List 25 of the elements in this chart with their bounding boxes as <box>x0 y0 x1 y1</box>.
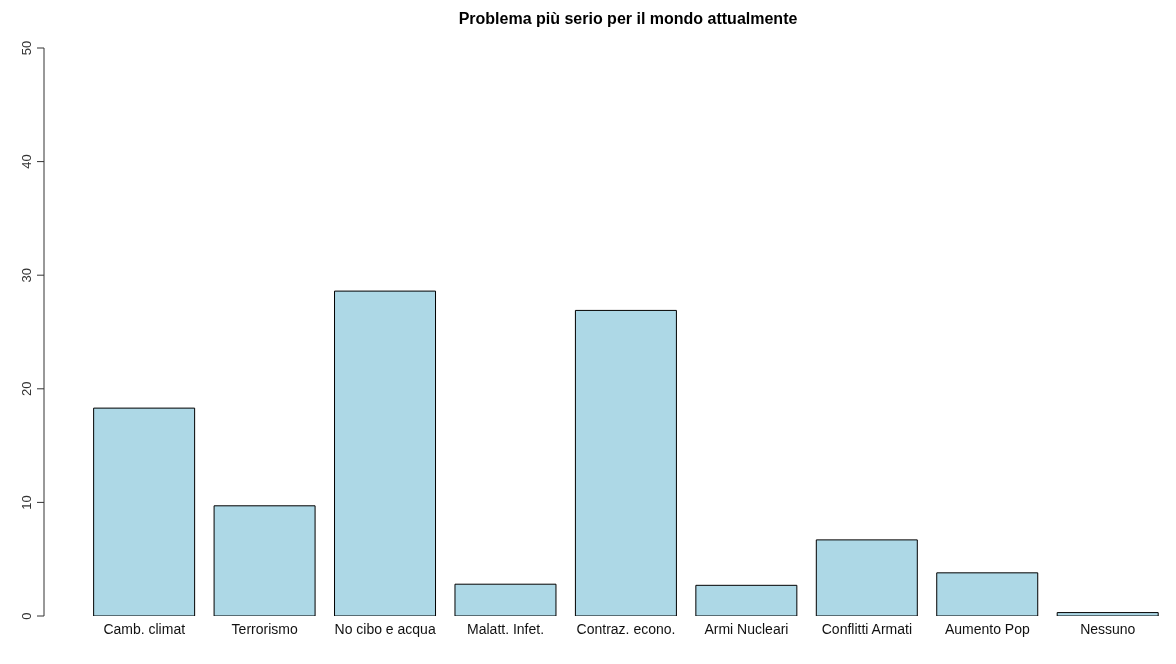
y-tick-label: 30 <box>19 267 34 283</box>
bar <box>334 290 437 616</box>
bar <box>1056 612 1159 616</box>
bar <box>695 584 798 616</box>
x-tick-label: Malatt. Infet. <box>467 620 545 637</box>
bar <box>574 309 677 616</box>
x-tick-label: Nessuno <box>1080 620 1136 637</box>
y-tick-label: 10 <box>19 495 34 510</box>
bar <box>93 407 196 616</box>
x-tick-label: Armi Nucleari <box>704 620 789 637</box>
x-tick-label: Conflitti Armati <box>821 620 913 637</box>
bar <box>936 572 1039 616</box>
y-tick-label: 40 <box>19 154 34 169</box>
x-tick-label: Camb. climat <box>103 620 186 637</box>
bar <box>213 505 316 616</box>
y-tick-label: 50 <box>19 40 34 56</box>
x-tick-label: Contraz. econo. <box>576 620 676 637</box>
x-tick-label: Terrorismo <box>231 620 298 637</box>
y-tick-label: 20 <box>19 381 34 397</box>
chart-title: Problema più serio per il mondo attualmente <box>457 9 799 28</box>
x-tick-label: No cibo e acqua <box>334 620 436 637</box>
y-tick-label: 0 <box>19 612 34 620</box>
x-tick-label: Aumento Pop <box>944 620 1030 637</box>
bar <box>815 539 918 616</box>
bar <box>454 583 557 616</box>
